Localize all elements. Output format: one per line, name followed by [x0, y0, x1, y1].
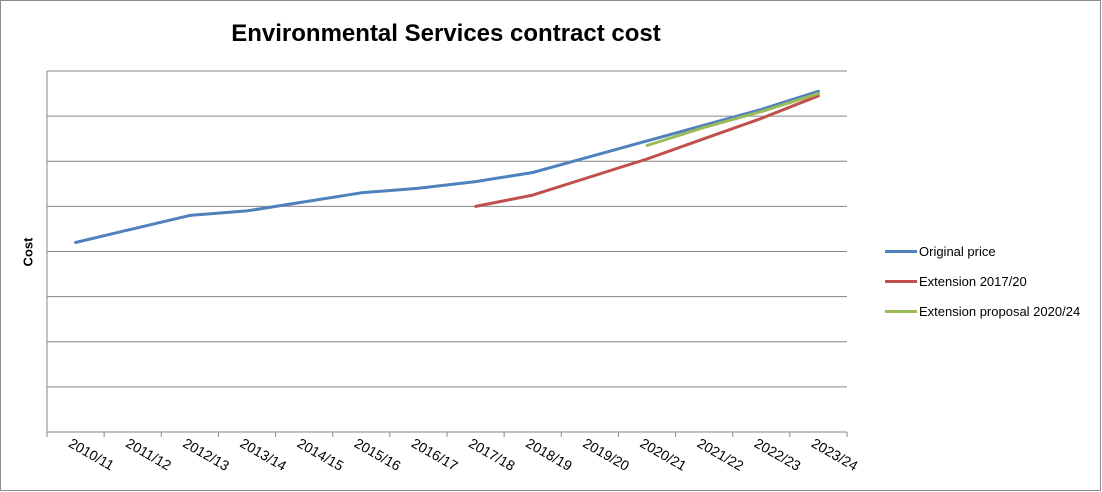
- legend-swatch: [885, 279, 917, 283]
- x-tick-label: 2020/21: [638, 435, 690, 474]
- x-tick-label: 2019/20: [580, 435, 632, 474]
- x-tick-label: 2014/15: [295, 435, 347, 474]
- x-tick-label: 2013/14: [238, 435, 290, 474]
- chart-title: Environmental Services contract cost: [231, 20, 661, 47]
- x-tick-label: 2016/17: [409, 435, 461, 474]
- legend-item: Extension proposal 2020/24: [885, 296, 1080, 326]
- axes: [46, 71, 848, 437]
- x-tick-label: 2021/22: [695, 435, 747, 474]
- legend: Original price Extension 2017/20 Extension…: [885, 236, 1080, 326]
- x-tick-label: 2015/16: [352, 435, 404, 474]
- x-tick-label: 2023/24: [809, 435, 861, 474]
- legend-item: Extension 2017/20: [885, 266, 1080, 296]
- x-tick-label: 2010/11: [66, 435, 117, 474]
- series-line-1: [74, 89, 820, 244]
- legend-item: Original price: [885, 236, 1080, 266]
- x-tick-labels: 2010/11 2011/12 2012/13 2013/14 2014/15 2015/…: [66, 435, 861, 474]
- legend-label: Extension 2017/20: [919, 273, 1027, 289]
- x-tick-label: 2022/23: [752, 435, 804, 474]
- x-tick-label: 2018/19: [523, 435, 575, 474]
- x-tick-label: 2012/13: [180, 435, 232, 474]
- legend-label: Original price: [919, 243, 996, 259]
- series-line-2: [474, 94, 820, 208]
- gridlines: [47, 70, 847, 388]
- series-lines: [74, 89, 820, 244]
- series-line-3: [645, 92, 820, 147]
- legend-label: Extension proposal 2020/24: [919, 303, 1081, 319]
- legend-swatch: [885, 309, 917, 313]
- x-tick-label: 2011/12: [123, 435, 174, 474]
- x-tick-label: 2017/18: [466, 435, 518, 474]
- legend-swatch: [885, 249, 917, 253]
